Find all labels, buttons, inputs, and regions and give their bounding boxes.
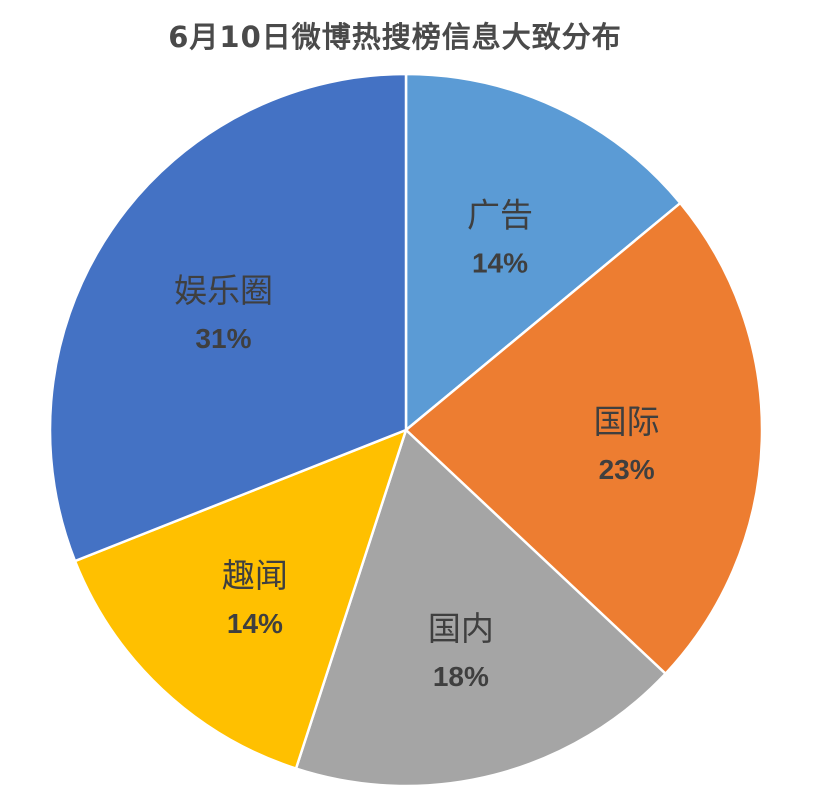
slice-category-label: 国际	[594, 402, 660, 441]
pie-slice	[73, 427, 409, 771]
slice-percent-label: 31%	[195, 323, 251, 354]
pie-slice	[404, 72, 683, 433]
slice-percent-label: 14%	[472, 247, 528, 278]
slice-category-label: 趣闻	[222, 556, 288, 595]
chart-title: 6月10日微博热搜榜信息大致分布	[168, 20, 622, 54]
pie-slice	[48, 72, 408, 563]
slice-percent-label: 23%	[599, 454, 655, 485]
pie-slice	[294, 427, 668, 788]
slice-percent-label: 18%	[433, 661, 489, 692]
pie-slice	[404, 201, 764, 676]
slice-category-label: 广告	[467, 195, 533, 234]
slice-category-label: 娱乐圈	[174, 271, 273, 310]
slice-category-label: 国内	[428, 609, 494, 648]
slice-percent-label: 14%	[227, 608, 283, 639]
